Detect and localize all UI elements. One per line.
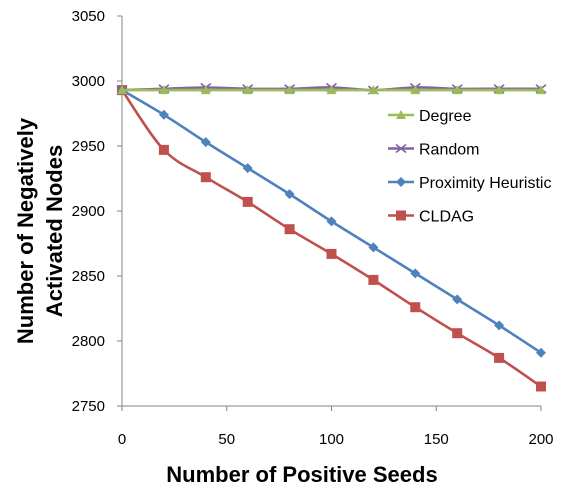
- data-point: [452, 85, 463, 95]
- data-point: [452, 294, 463, 305]
- y-tick-label: 3050: [72, 8, 105, 25]
- y-tick-label: 2850: [72, 268, 105, 285]
- legend-label: Degree: [419, 108, 472, 125]
- y-axis-title-line1: Number of Negatively: [13, 117, 38, 344]
- data-point: [326, 216, 337, 227]
- data-point: [117, 85, 127, 95]
- y-tick-label: 2950: [72, 138, 105, 155]
- x-tick-label: 0: [118, 431, 126, 448]
- series-degree: [117, 85, 546, 95]
- data-point: [410, 302, 421, 313]
- data-point: [494, 85, 505, 95]
- y-tick-label: 2800: [72, 333, 105, 350]
- data-point: [284, 224, 295, 235]
- data-point: [284, 85, 295, 95]
- data-point: [410, 268, 421, 279]
- data-point: [242, 85, 253, 95]
- data-point: [200, 137, 211, 148]
- series-proximity-heuristic: [117, 85, 546, 358]
- data-point: [284, 189, 295, 200]
- data-point: [242, 163, 253, 174]
- data-point: [200, 172, 211, 183]
- data-point: [368, 274, 379, 285]
- data-point: [368, 85, 379, 95]
- data-point: [494, 320, 505, 331]
- x-tick-label: 100: [319, 431, 344, 448]
- data-point: [158, 109, 169, 120]
- legend: Degree Random Proximity Heuristic CLDAG: [388, 108, 551, 226]
- legend-swatch-marker: [396, 177, 406, 187]
- data-point: [200, 85, 211, 95]
- series-layer: [116, 82, 547, 392]
- x-axis-ticks: 0 50 100 150 200: [118, 406, 554, 448]
- data-point: [452, 328, 463, 339]
- x-axis-title: Number of Positive Seeds: [166, 462, 437, 487]
- data-point: [368, 242, 379, 253]
- legend-swatch-marker: [395, 143, 407, 154]
- data-point: [158, 144, 169, 155]
- data-point: [410, 85, 421, 95]
- data-point: [536, 347, 546, 358]
- legend-swatch-marker: [396, 110, 406, 119]
- legend-swatch-marker: [396, 210, 406, 221]
- legend-label: Random: [419, 142, 479, 159]
- legend-label: Proximity Heuristic: [419, 175, 551, 192]
- plot-area: [121, 16, 541, 407]
- data-point: [158, 85, 169, 95]
- x-tick-label: 150: [424, 431, 449, 448]
- data-point: [536, 381, 546, 392]
- y-tick-label: 2750: [72, 398, 105, 415]
- series-line: [120, 89, 542, 388]
- y-tick-label: 3000: [72, 73, 105, 90]
- x-tick-label: 50: [218, 431, 235, 448]
- x-tick-label: 200: [528, 431, 553, 448]
- data-point: [326, 248, 337, 259]
- y-tick-label: 2900: [72, 203, 105, 220]
- legend-label: CLDAG: [419, 209, 474, 226]
- y-axis-title-line2: Activated Nodes: [42, 145, 67, 317]
- data-point: [326, 85, 337, 95]
- data-point: [242, 196, 253, 207]
- y-axis-ticks: 2750 2800 2850 2900 2950 3000 3050: [72, 8, 122, 415]
- data-point: [494, 352, 505, 363]
- series-cldag: [117, 85, 546, 392]
- data-point: [536, 85, 546, 95]
